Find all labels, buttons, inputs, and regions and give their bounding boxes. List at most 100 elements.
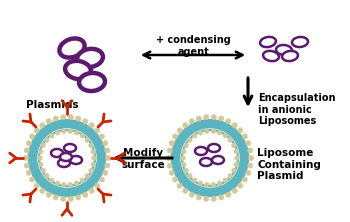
Ellipse shape: [292, 37, 308, 47]
Circle shape: [26, 141, 32, 146]
Circle shape: [103, 141, 108, 146]
Circle shape: [204, 129, 209, 133]
Circle shape: [172, 120, 248, 196]
Circle shape: [226, 119, 231, 124]
Circle shape: [83, 119, 88, 124]
Circle shape: [182, 162, 186, 167]
Circle shape: [38, 162, 43, 167]
Circle shape: [92, 156, 96, 160]
Circle shape: [55, 181, 60, 186]
Circle shape: [91, 149, 96, 154]
Circle shape: [226, 192, 231, 197]
Circle shape: [246, 170, 251, 175]
Circle shape: [91, 162, 96, 167]
Circle shape: [76, 116, 81, 121]
Ellipse shape: [60, 38, 85, 57]
Circle shape: [232, 188, 237, 193]
Circle shape: [177, 183, 182, 188]
Circle shape: [99, 134, 104, 139]
Circle shape: [62, 129, 66, 133]
Circle shape: [246, 141, 251, 146]
Circle shape: [68, 115, 74, 120]
Circle shape: [61, 196, 66, 201]
Circle shape: [38, 149, 43, 154]
Ellipse shape: [51, 149, 63, 157]
Circle shape: [173, 177, 178, 182]
Circle shape: [204, 182, 209, 187]
Circle shape: [248, 163, 253, 168]
Circle shape: [105, 148, 110, 153]
Circle shape: [232, 143, 236, 148]
Ellipse shape: [263, 51, 279, 61]
Circle shape: [248, 148, 253, 153]
Circle shape: [242, 134, 247, 139]
Circle shape: [204, 115, 209, 120]
Circle shape: [219, 116, 224, 121]
Circle shape: [74, 131, 79, 135]
Circle shape: [234, 149, 238, 154]
Circle shape: [49, 178, 54, 182]
Circle shape: [95, 183, 100, 188]
Circle shape: [232, 168, 236, 173]
Circle shape: [38, 129, 96, 187]
Circle shape: [44, 138, 49, 142]
Circle shape: [62, 182, 66, 187]
Circle shape: [193, 178, 197, 182]
Circle shape: [26, 170, 32, 175]
Circle shape: [166, 155, 172, 161]
Circle shape: [68, 182, 72, 187]
Ellipse shape: [282, 51, 298, 61]
Ellipse shape: [195, 147, 207, 155]
Ellipse shape: [260, 37, 276, 47]
Circle shape: [38, 156, 42, 160]
Circle shape: [24, 163, 29, 168]
Circle shape: [80, 178, 85, 182]
Circle shape: [196, 116, 201, 121]
Circle shape: [89, 143, 93, 148]
Circle shape: [181, 129, 239, 187]
Circle shape: [211, 129, 216, 133]
Circle shape: [223, 133, 228, 138]
Circle shape: [235, 156, 239, 160]
Circle shape: [198, 131, 203, 135]
Circle shape: [211, 115, 216, 120]
Circle shape: [173, 134, 178, 139]
Circle shape: [49, 133, 54, 138]
Circle shape: [76, 195, 81, 200]
Circle shape: [242, 177, 247, 182]
Circle shape: [193, 133, 197, 138]
Circle shape: [184, 143, 188, 148]
Circle shape: [55, 131, 60, 135]
Circle shape: [228, 138, 232, 142]
Circle shape: [68, 196, 74, 201]
Circle shape: [198, 181, 203, 186]
Circle shape: [103, 170, 108, 175]
Circle shape: [223, 178, 228, 182]
Circle shape: [182, 149, 186, 154]
Circle shape: [238, 128, 243, 133]
Circle shape: [68, 129, 72, 133]
Circle shape: [95, 128, 100, 133]
Circle shape: [184, 168, 188, 173]
Circle shape: [40, 188, 45, 193]
Circle shape: [89, 168, 93, 173]
Circle shape: [53, 116, 58, 121]
Circle shape: [105, 163, 110, 168]
Circle shape: [211, 196, 216, 201]
Ellipse shape: [64, 144, 76, 152]
Circle shape: [85, 174, 90, 178]
Ellipse shape: [60, 153, 72, 161]
Circle shape: [217, 131, 222, 135]
Circle shape: [167, 163, 172, 168]
Ellipse shape: [200, 158, 212, 166]
Circle shape: [44, 174, 49, 178]
Circle shape: [29, 177, 35, 182]
Circle shape: [211, 182, 216, 187]
Circle shape: [34, 183, 39, 188]
Circle shape: [46, 192, 51, 197]
Circle shape: [29, 134, 35, 139]
Ellipse shape: [70, 156, 82, 164]
Circle shape: [183, 123, 188, 128]
Ellipse shape: [276, 45, 292, 55]
Circle shape: [23, 155, 29, 161]
